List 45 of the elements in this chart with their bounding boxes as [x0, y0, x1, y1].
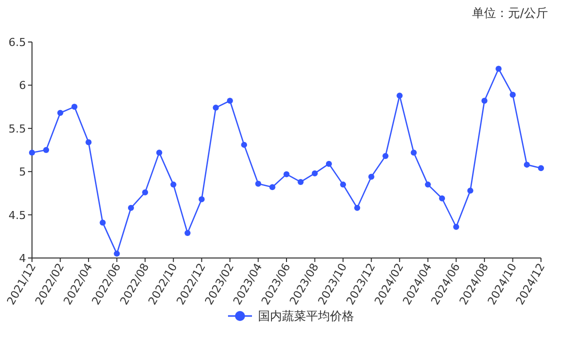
y-tick-label: 4 — [19, 252, 26, 265]
point — [298, 178, 304, 185]
point — [382, 153, 388, 160]
point — [170, 182, 176, 188]
point — [100, 220, 106, 226]
point — [226, 98, 233, 104]
point — [439, 195, 446, 202]
point — [198, 196, 205, 202]
point — [524, 162, 530, 168]
point — [496, 66, 502, 72]
point — [114, 250, 120, 257]
point — [396, 92, 403, 99]
point — [29, 150, 35, 156]
point — [241, 142, 248, 148]
point — [340, 182, 346, 188]
point — [212, 104, 219, 111]
y-tick-label: 4.5 — [8, 208, 26, 222]
point — [467, 188, 474, 194]
point — [71, 104, 78, 110]
point — [57, 110, 64, 116]
point — [284, 171, 290, 178]
legend-label: 国内蔬菜平均价格 — [258, 309, 354, 323]
point — [86, 139, 92, 146]
point — [424, 182, 431, 188]
point — [326, 160, 332, 167]
y-tick-label: 5.5 — [8, 122, 26, 136]
point — [368, 174, 374, 180]
point — [410, 150, 417, 156]
point — [538, 165, 544, 172]
point — [481, 98, 488, 104]
y-tick-label: 5 — [19, 166, 26, 179]
point — [184, 230, 191, 236]
point — [128, 204, 134, 211]
point — [354, 204, 360, 211]
text: 单位：元/公斤 — [472, 6, 548, 20]
y-tick-label: 6 — [19, 79, 26, 92]
point — [312, 170, 318, 176]
point — [142, 189, 148, 196]
point — [510, 92, 516, 98]
point — [156, 150, 162, 156]
point — [255, 180, 262, 187]
point — [453, 224, 460, 230]
point — [43, 147, 50, 153]
y-tick-label: 6.5 — [8, 36, 26, 49]
point — [269, 184, 276, 190]
